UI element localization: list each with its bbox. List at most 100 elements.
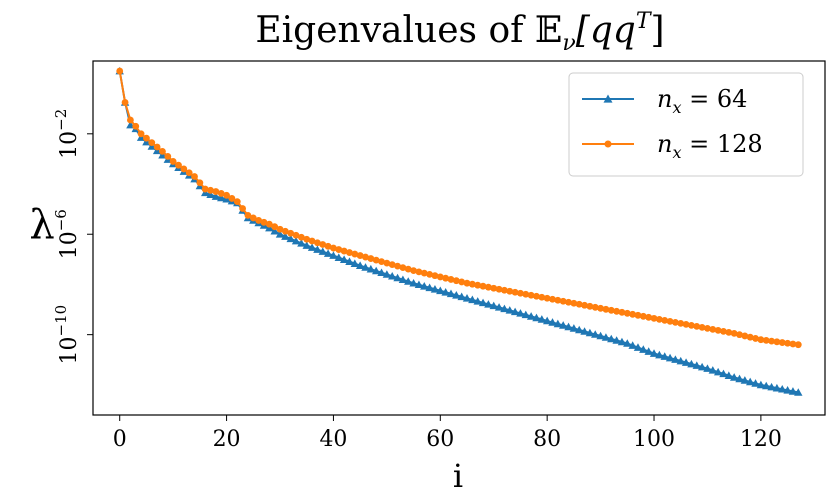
data-point-n64 — [345, 257, 354, 265]
data-point-n128 — [693, 322, 701, 330]
data-point-n128 — [426, 271, 434, 278]
data-point-n128 — [671, 318, 679, 326]
data-point-n128 — [474, 281, 482, 289]
data-point-n128 — [367, 255, 375, 262]
data-point-n128 — [324, 242, 332, 250]
data-point-n128 — [789, 340, 797, 348]
data-point-n128 — [319, 241, 327, 248]
data-point-n128 — [746, 333, 754, 341]
data-point-n64 — [350, 259, 360, 267]
data-point-n64 — [393, 273, 402, 282]
data-point-n128 — [602, 305, 610, 313]
data-point-n64 — [388, 271, 397, 280]
data-point-n128 — [554, 296, 562, 304]
data-point-n64 — [521, 310, 530, 319]
data-point-n64 — [745, 377, 755, 386]
data-point-n128 — [538, 293, 546, 301]
data-point-n128 — [452, 277, 460, 285]
data-point-n128 — [661, 316, 669, 324]
data-point-n128 — [458, 278, 466, 286]
data-point-n64 — [484, 300, 493, 308]
data-point-n64 — [575, 325, 584, 334]
data-point-n128 — [698, 323, 706, 331]
data-point-n64 — [302, 241, 311, 249]
data-point-n64 — [778, 384, 787, 393]
data-point-n64 — [671, 355, 680, 363]
data-point-n64 — [665, 353, 675, 362]
data-point-n128 — [629, 310, 637, 318]
x-axis: 0 20 40 60 80 100 120 — [113, 415, 782, 452]
plot-area — [115, 66, 803, 396]
y-tick-label: 10−6 — [52, 209, 82, 259]
data-point-n64 — [281, 232, 290, 240]
data-point-n64 — [591, 330, 600, 338]
data-point-n128 — [549, 295, 556, 303]
data-point-n64 — [377, 268, 386, 277]
data-point-n128 — [335, 246, 343, 253]
data-point-n128 — [773, 338, 781, 346]
data-point-n128 — [607, 306, 615, 314]
data-point-n128 — [169, 158, 177, 165]
data-point-n64 — [489, 301, 498, 310]
data-point-n128 — [255, 217, 263, 224]
data-point-n128 — [383, 259, 391, 267]
data-point-n64 — [794, 388, 803, 396]
data-point-n128 — [752, 335, 759, 342]
data-point-n128 — [623, 309, 631, 317]
x-tick-label: 120 — [740, 427, 782, 452]
data-point-n128 — [394, 262, 401, 270]
x-tick-label: 100 — [633, 427, 675, 452]
data-point-n64 — [724, 371, 734, 379]
data-point-n64 — [420, 282, 429, 290]
data-point-n128 — [447, 276, 455, 283]
data-point-n128 — [143, 134, 150, 142]
data-point-n64 — [468, 295, 477, 304]
data-point-n128 — [351, 250, 359, 258]
data-point-n64 — [564, 322, 573, 331]
data-point-n128 — [442, 274, 450, 282]
data-point-n128 — [180, 165, 188, 173]
data-point-n64 — [553, 319, 563, 328]
data-point-n64 — [291, 236, 301, 245]
x-axis-label: i — [453, 457, 463, 495]
data-point-n128 — [468, 280, 476, 288]
data-point-n128 — [741, 332, 749, 340]
data-point-n128 — [768, 337, 775, 345]
data-point-n64 — [772, 383, 782, 392]
data-point-n64 — [601, 333, 611, 341]
data-point-n64 — [526, 312, 536, 320]
data-point-n128 — [639, 312, 647, 320]
data-point-n128 — [207, 186, 214, 194]
data-point-n64 — [708, 366, 717, 374]
y-tick-label: 10−2 — [52, 109, 82, 159]
data-point-n64 — [323, 249, 333, 257]
data-point-n64 — [510, 307, 520, 316]
data-point-n128 — [346, 249, 353, 256]
data-point-n128 — [677, 319, 685, 327]
data-point-n128 — [591, 303, 599, 311]
data-point-n64 — [719, 369, 728, 378]
data-point-n128 — [688, 321, 695, 329]
data-point-n64 — [398, 275, 408, 284]
data-point-n128 — [559, 297, 567, 305]
data-point-n64 — [339, 255, 349, 263]
data-point-n128 — [415, 268, 423, 276]
data-point-n64 — [580, 327, 589, 335]
data-point-n64 — [607, 334, 616, 343]
data-point-n128 — [484, 283, 492, 291]
data-point-n128 — [159, 147, 166, 155]
data-point-n128 — [757, 336, 765, 344]
data-point-n128 — [116, 67, 124, 75]
data-point-n64 — [307, 243, 317, 251]
data-point-n64 — [639, 345, 648, 353]
data-point-n128 — [784, 339, 791, 347]
data-point-n128 — [736, 331, 743, 339]
data-point-n128 — [153, 143, 161, 151]
chart-title: Eigenvalues of 𝔼ν[qqT] — [255, 9, 664, 56]
data-point-n128 — [372, 256, 380, 264]
data-point-n128 — [570, 299, 578, 307]
legend-label-n128: nx = 128 — [657, 130, 763, 162]
data-point-n64 — [382, 270, 392, 278]
data-point-n64 — [457, 292, 466, 301]
